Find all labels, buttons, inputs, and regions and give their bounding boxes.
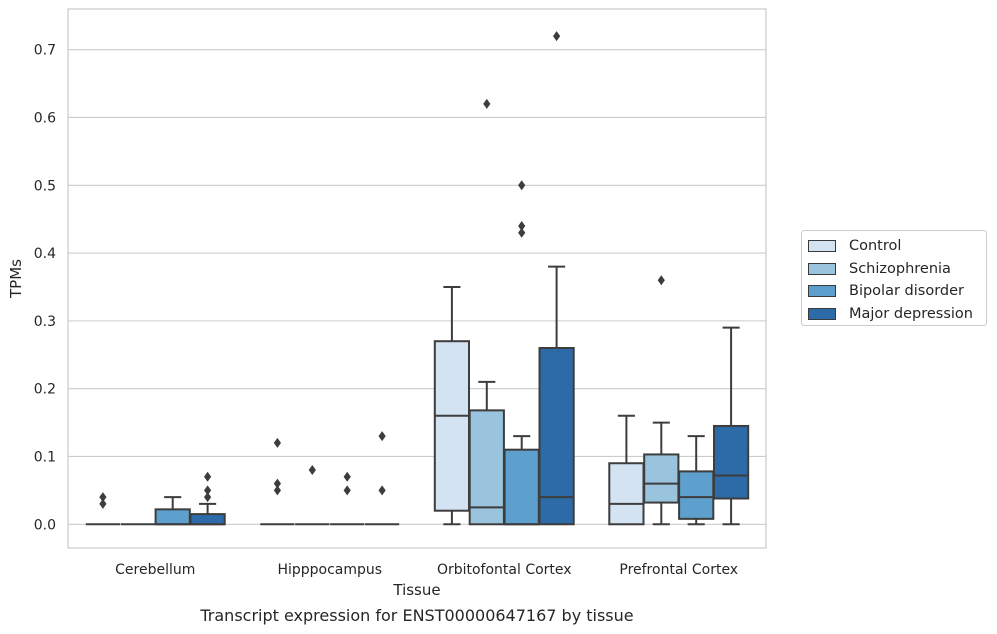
box-group bbox=[538, 31, 575, 526]
outlier-point bbox=[483, 98, 491, 109]
legend-label-major-depression: Major depression bbox=[849, 305, 973, 322]
legend-swatch-schizophrenia bbox=[808, 262, 836, 275]
legend-item-control: Control bbox=[808, 235, 986, 258]
outlier-point bbox=[518, 180, 526, 191]
outlier-point bbox=[204, 485, 212, 496]
box-group bbox=[154, 496, 191, 526]
legend-swatch-major-depression bbox=[808, 307, 836, 320]
box-group bbox=[330, 471, 365, 526]
outlier-point bbox=[273, 485, 281, 496]
outlier-point bbox=[308, 465, 316, 476]
box-group bbox=[85, 492, 121, 526]
outlier-point bbox=[343, 485, 351, 496]
box-group bbox=[260, 437, 295, 526]
legend-swatch-control bbox=[808, 240, 836, 253]
outlier-point bbox=[553, 31, 561, 42]
y-tick-label: 0.5 bbox=[34, 178, 56, 194]
legend-label-bipolar-disorder: Bipolar disorder bbox=[849, 283, 964, 300]
x-tick-label: Cerebellum bbox=[115, 562, 195, 578]
legend-item-schizophrenia: Schizophrenia bbox=[808, 258, 986, 281]
outlier-point bbox=[657, 275, 665, 286]
outlier-point bbox=[343, 471, 351, 482]
y-tick-label: 0.1 bbox=[34, 449, 56, 465]
y-tick-label: 0.4 bbox=[34, 246, 56, 262]
box bbox=[678, 470, 715, 520]
box-group bbox=[364, 431, 400, 526]
y-tick-labels: 0.0 0.1 0.2 0.3 0.4 0.5 0.6 0.7 bbox=[34, 43, 56, 534]
box-group bbox=[189, 471, 226, 526]
x-axis-label: Tissue bbox=[392, 581, 440, 599]
y-axis-label: TPMs bbox=[7, 259, 25, 299]
y-tick-label: 0.2 bbox=[34, 382, 56, 398]
outlier-point bbox=[378, 431, 386, 442]
outlier-point bbox=[518, 227, 526, 238]
legend-item-bipolar-disorder: Bipolar disorder bbox=[808, 280, 986, 303]
series-control bbox=[85, 285, 645, 526]
box bbox=[433, 340, 471, 512]
box-series bbox=[85, 31, 750, 526]
outlier-point bbox=[518, 220, 526, 231]
outlier-point bbox=[99, 498, 107, 509]
box-group bbox=[643, 275, 680, 526]
chart-caption: Transcript expression for ENST0000064716… bbox=[200, 606, 634, 625]
y-tick-label: 0.6 bbox=[34, 110, 56, 126]
series-schizophrenia bbox=[120, 98, 680, 526]
y-tick-label: 0.7 bbox=[34, 43, 56, 59]
box bbox=[608, 462, 645, 526]
box-group bbox=[678, 435, 715, 526]
box bbox=[154, 508, 191, 526]
gridlines bbox=[68, 49, 766, 525]
outlier-point bbox=[204, 471, 212, 482]
box bbox=[503, 448, 540, 526]
box-group bbox=[433, 285, 471, 526]
legend-swatch-bipolar-disorder bbox=[808, 285, 836, 298]
y-tick-label: 0.3 bbox=[34, 314, 56, 330]
x-tick-label: Hipppocampus bbox=[277, 562, 382, 578]
legend-label-control: Control bbox=[849, 238, 902, 255]
box-group bbox=[295, 465, 330, 526]
y-tick-label: 0.0 bbox=[34, 517, 56, 533]
box-group bbox=[608, 414, 645, 526]
box bbox=[643, 453, 680, 504]
outlier-point bbox=[99, 492, 107, 503]
outlier-point bbox=[204, 492, 212, 503]
plot-frame bbox=[67, 8, 767, 549]
box bbox=[538, 346, 575, 526]
outlier-point bbox=[378, 485, 386, 496]
box-group bbox=[712, 326, 750, 526]
outlier-point bbox=[273, 478, 281, 489]
legend-label-schizophrenia: Schizophrenia bbox=[849, 260, 951, 277]
x-tick-label: Orbitofontal Cortex bbox=[437, 562, 572, 578]
series-major-depression bbox=[189, 31, 750, 526]
box bbox=[712, 424, 750, 500]
legend-item-major-depression: Major depression bbox=[808, 303, 986, 326]
box-group bbox=[468, 98, 505, 526]
outlier-point bbox=[273, 437, 281, 448]
x-tick-labels: Cerebellum Hipppocampus Orbitofontal Corte… bbox=[115, 562, 738, 578]
box-group bbox=[503, 180, 540, 526]
box bbox=[189, 513, 226, 526]
x-tick-label: Prefrontal Cortex bbox=[619, 562, 738, 578]
legend: Control Schizophrenia Bipolar disorder M… bbox=[801, 230, 987, 326]
series-bipolar-disorder bbox=[154, 180, 715, 526]
